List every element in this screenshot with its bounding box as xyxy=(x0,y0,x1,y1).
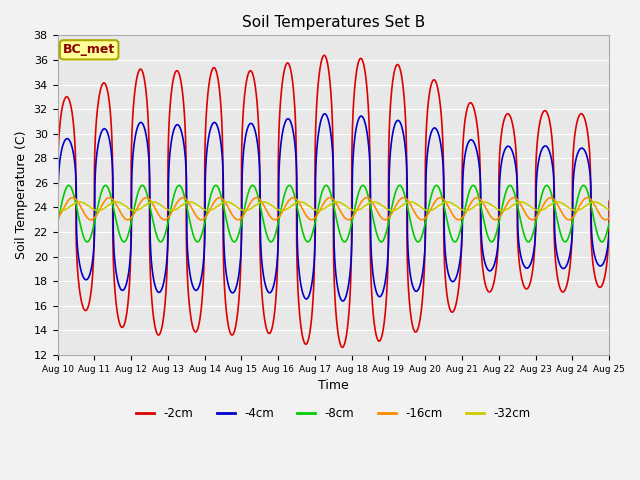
-4cm xyxy=(54,234,61,240)
-4cm xyxy=(88,260,96,266)
Legend: -2cm, -4cm, -8cm, -16cm, -32cm: -2cm, -4cm, -8cm, -16cm, -32cm xyxy=(132,402,535,425)
-32cm xyxy=(120,203,128,208)
Line: -4cm: -4cm xyxy=(58,114,609,301)
-32cm xyxy=(89,206,97,212)
-8cm xyxy=(83,239,91,245)
-8cm xyxy=(89,228,97,233)
Line: -8cm: -8cm xyxy=(58,185,609,242)
-8cm xyxy=(480,217,488,223)
-4cm xyxy=(120,287,128,292)
-2cm xyxy=(119,324,127,330)
-8cm xyxy=(225,229,233,235)
-32cm xyxy=(58,208,65,214)
-16cm xyxy=(225,206,233,212)
-2cm xyxy=(480,273,488,279)
-32cm xyxy=(480,199,488,205)
-2cm xyxy=(339,345,346,350)
-2cm xyxy=(435,91,443,97)
-4cm xyxy=(435,132,443,138)
-32cm xyxy=(435,203,443,208)
Line: -32cm: -32cm xyxy=(58,202,609,211)
-32cm xyxy=(54,207,61,213)
Text: BC_met: BC_met xyxy=(63,43,115,56)
-2cm xyxy=(54,198,61,204)
-32cm xyxy=(605,207,613,213)
-2cm xyxy=(225,326,233,332)
Line: -2cm: -2cm xyxy=(58,55,609,348)
Title: Soil Temperatures Set B: Soil Temperatures Set B xyxy=(242,15,425,30)
-8cm xyxy=(605,220,613,226)
-32cm xyxy=(76,199,83,205)
-32cm xyxy=(225,200,233,205)
-4cm xyxy=(225,284,233,290)
-2cm xyxy=(120,323,128,328)
Y-axis label: Soil Temperature (C): Soil Temperature (C) xyxy=(15,131,28,259)
-8cm xyxy=(435,185,443,191)
-16cm xyxy=(480,201,488,207)
X-axis label: Time: Time xyxy=(318,379,349,392)
-4cm xyxy=(605,230,613,236)
-8cm xyxy=(120,239,128,245)
-16cm xyxy=(89,216,97,222)
-16cm xyxy=(435,195,443,201)
-4cm xyxy=(321,111,328,117)
-4cm xyxy=(119,288,127,293)
-16cm xyxy=(120,215,128,221)
-32cm xyxy=(120,202,127,207)
-16cm xyxy=(87,217,95,223)
-16cm xyxy=(120,214,127,220)
-2cm xyxy=(88,276,96,282)
-8cm xyxy=(54,220,61,226)
-16cm xyxy=(68,195,76,201)
Line: -16cm: -16cm xyxy=(58,198,609,220)
-16cm xyxy=(54,215,61,221)
-4cm xyxy=(480,255,488,261)
-2cm xyxy=(605,198,613,204)
-8cm xyxy=(120,239,127,245)
-4cm xyxy=(339,298,347,304)
-8cm xyxy=(65,182,72,188)
-2cm xyxy=(321,52,328,58)
-16cm xyxy=(605,215,613,221)
